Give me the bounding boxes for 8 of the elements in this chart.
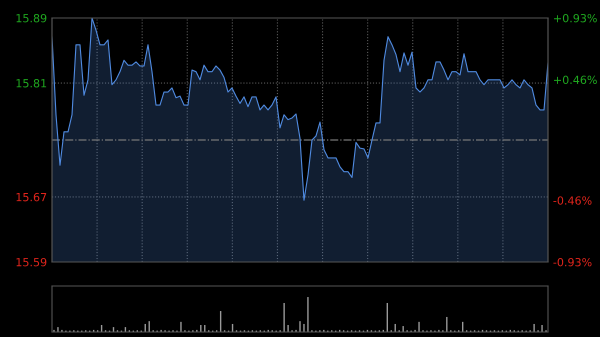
y-tick-label: 15.89 xyxy=(16,14,46,22)
y-tick-label: 15.67 xyxy=(16,192,46,202)
y2-tick-label: -0.46% xyxy=(553,196,592,205)
y-tick-label: 15.81 xyxy=(16,79,46,88)
y2-tick-label: +0.46% xyxy=(554,76,597,84)
y2-tick-label: +0.93% xyxy=(554,14,597,22)
y-tick-label: 15.59 xyxy=(16,258,46,266)
y2-tick-label: -0.93% xyxy=(553,258,592,266)
